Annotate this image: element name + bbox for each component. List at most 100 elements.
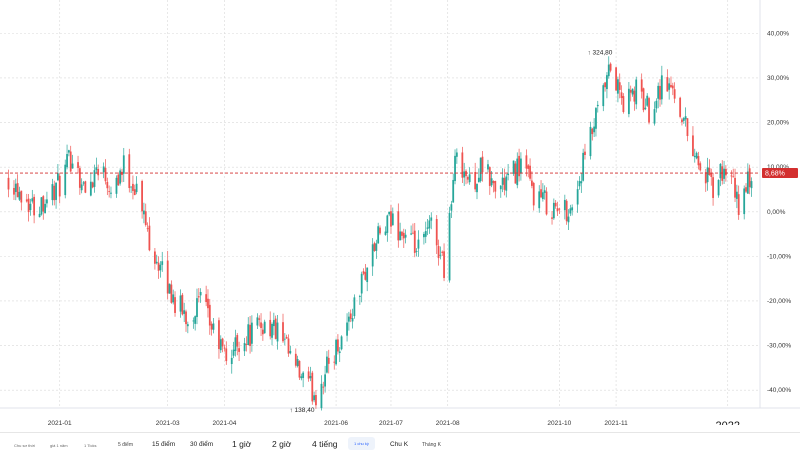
timeframe-button[interactable]: giá 1 năm [50,443,68,448]
candle [723,160,725,185]
candle [435,215,438,254]
candle [682,116,685,124]
candle [58,173,61,204]
timeframe-button[interactable]: Chu sơ thời [14,443,36,448]
candle [371,238,374,276]
timeframe-button[interactable]: 1 chu kỳ [348,437,375,450]
candle [596,100,599,113]
candle [468,167,471,185]
candle [719,163,722,187]
candle [428,215,431,234]
candle [648,96,650,125]
candle [225,341,228,365]
candle [384,226,387,236]
candle [38,206,41,218]
candle [104,159,107,185]
candle [377,222,380,244]
candle [159,261,162,278]
candle [285,334,288,339]
candle [430,212,433,230]
x-tick-label: 2021-10 [547,420,571,425]
candle [565,199,568,225]
candle [556,201,559,216]
candle [644,98,647,111]
candle [541,183,544,202]
candle [309,366,312,382]
candle [179,289,182,318]
candle [551,211,553,225]
candle [29,198,32,216]
candle [44,199,46,214]
candle [704,168,707,192]
candle [186,321,189,334]
candle [315,390,317,409]
candle [340,335,343,351]
candle [283,333,286,346]
candle [695,151,698,160]
candle [578,176,581,190]
candle [130,186,133,194]
x-tick-label: 2021-11 [604,420,628,425]
timeframe-button[interactable]: 30 điểm [190,441,214,448]
candle [349,309,352,323]
candle [642,87,645,113]
x-tick-label: 2021-01 [48,420,72,425]
candle [91,181,94,189]
candle [617,76,619,103]
candle [119,168,122,186]
candle [629,85,632,102]
timeframe-button[interactable]: 4 tiếng [312,439,338,449]
timeframe-button[interactable]: 1 Ticks [84,443,97,448]
candle [335,338,337,366]
candle [426,218,429,236]
candle [532,181,535,211]
candle [681,117,683,126]
candle [490,170,493,188]
candle [161,251,164,272]
candle [615,66,617,92]
candle [503,168,506,196]
candle [706,157,709,191]
candle [326,351,328,374]
timeframe-button[interactable]: Chu K [390,441,409,448]
candle [390,204,392,234]
candle [540,180,542,199]
candle [412,223,414,235]
candle [379,225,381,236]
candle [42,195,45,220]
candle [89,172,92,197]
candle [424,221,427,244]
candle [82,180,85,186]
candle [604,81,607,92]
candle [646,93,649,108]
candle [402,228,405,248]
candle [552,198,555,220]
candle [14,178,17,201]
price-chart[interactable]: 40,00% 30,00% 20,00% 10,00% 0,00% -10,00% -20,… [0,0,800,425]
candle [205,285,208,307]
candle [558,207,561,215]
candle [609,62,612,73]
candle [576,180,579,213]
y-axis: 40,00% 30,00% 20,00% 10,00% 0,00% -10,00% -20,… [767,30,791,394]
candle [622,93,625,114]
candle [338,347,341,362]
timeframe-button[interactable]: 1 giờ [232,439,252,449]
candle [263,319,266,334]
candle [563,194,566,220]
candle [627,81,630,118]
candle [366,267,369,292]
timeframe-button[interactable]: 15 điểm [152,441,176,448]
candle [595,106,597,137]
candle [230,349,233,374]
candle [219,335,222,354]
candle [153,248,156,270]
candle [543,185,546,200]
candle [245,336,248,352]
timeframe-button[interactable]: 2 giờ [272,439,292,449]
candle [413,222,416,258]
timeframe-button[interactable]: 5 điểm [118,442,134,448]
candle [415,248,418,257]
timeframe-button[interactable]: Tháng K [422,442,441,448]
y-tick-label: -40,00% [767,387,791,394]
